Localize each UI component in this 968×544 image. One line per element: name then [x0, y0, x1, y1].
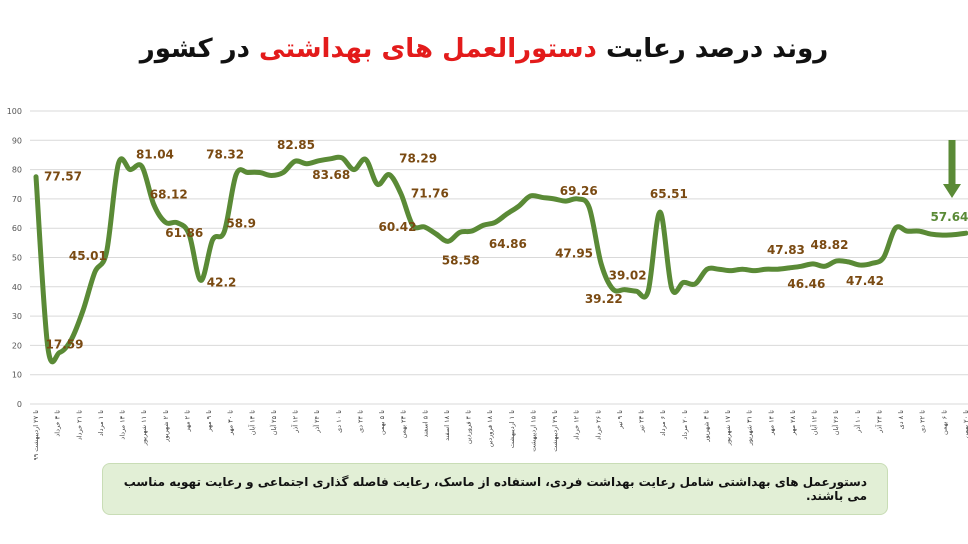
x-tick-label: تا ۹ مهر: [205, 410, 213, 433]
data-label: 17.59: [46, 337, 84, 351]
y-tick-label: 10: [12, 371, 22, 380]
x-tick-label: تا ۱۸ اسفند: [443, 410, 451, 441]
x-tick-label: تا ۲۱ خرداد: [75, 410, 83, 440]
x-tick-label: تا ۳ خرداد: [54, 410, 62, 437]
data-label: 46.46: [787, 277, 825, 291]
data-labels: 77.57 17.59 45.01 81.04 68.12 61.86 42.2 58.9 78…: [44, 138, 968, 351]
x-tick-label: تا ۲۴ آذر: [874, 410, 883, 434]
data-label: 77.57: [44, 170, 82, 184]
line-chart: 0 10 20 30 40 50 60 70 80 90 100 تا ۲۷ اردیبهشت ۱۳…: [7, 107, 968, 460]
data-label: 71.76: [411, 187, 449, 201]
x-tick-label: تا ۹ تیر: [616, 410, 624, 430]
data-label: 68.12: [150, 187, 188, 201]
x-tick-label: تا ۲۸ مهر: [789, 410, 797, 436]
data-label: 58.9: [226, 216, 256, 230]
x-tick-label: تا ۱۲ آبان: [810, 410, 819, 435]
y-tick-label: 90: [12, 136, 22, 145]
x-tick-label: تا ۳ شهریور: [702, 410, 710, 443]
x-tick-label: تا ۱۳ مرداد: [119, 410, 127, 440]
x-tick-label: تا ۲۰ مرداد: [681, 410, 689, 440]
x-tick-label: تا ۲۳ تیر: [638, 410, 646, 433]
x-tick-label: تا ۱۳ آبان: [247, 410, 256, 435]
x-tick-label: تا ۱۰ دی: [335, 410, 343, 433]
x-tick-label: تا ۱ اردیبهشت: [508, 410, 516, 448]
data-label: 42.2: [207, 275, 237, 289]
data-label: 65.51: [650, 187, 688, 201]
x-tick-label: تا ۱۸ فروردین: [486, 410, 494, 448]
x-tick-label: تا ۱۰ آذر: [853, 410, 862, 434]
series-line: [33, 154, 968, 365]
data-label: 69.26: [560, 184, 598, 198]
x-tick-label: تا ۱۴ مهر: [767, 410, 775, 436]
data-label: 47.95: [555, 247, 593, 261]
x-tick-label: تا ۲۵ آبان: [269, 410, 278, 435]
note-text: دستورعمل های بهداشتی شامل رعایت بهداشت ف…: [123, 475, 867, 503]
data-label: 47.42: [846, 274, 884, 288]
arrow-head: [943, 184, 961, 198]
data-label: 61.86: [165, 226, 203, 240]
chart-title: روند درصد رعایت دستورالعمل های بهداشتی د…: [0, 34, 968, 64]
x-tick-label: تا ۲ شهریور: [162, 410, 170, 443]
data-label: 78.29: [399, 152, 437, 166]
data-label: 82.85: [277, 138, 315, 152]
data-label: 81.04: [136, 148, 174, 162]
data-label: 60.42: [378, 220, 416, 234]
x-tick-label: تا ۲۰ بهمن: [962, 410, 968, 439]
title-highlight: دستورالعمل های بهداشتی: [259, 34, 597, 64]
data-label: 39.02: [609, 269, 647, 283]
data-label: 58.58: [442, 253, 480, 267]
data-label: 39.22: [585, 292, 623, 306]
data-label: 78.32: [206, 148, 244, 162]
y-tick-label: 0: [17, 400, 22, 409]
y-tick-label: 20: [12, 341, 22, 350]
x-tick-label: تا ۱۱ شهریور: [140, 410, 148, 446]
x-tick-label: تا ۶ مرداد: [659, 410, 667, 436]
x-tick-label: تا ۲۷ اردیبهشت ۱۳۹۹: [32, 410, 40, 460]
x-tick-label: تا ۲۶ خرداد: [594, 410, 602, 440]
y-tick-label: 100: [7, 107, 22, 116]
x-tick-label: تا ۳۰ مهر: [227, 410, 235, 436]
x-tick-label: تا ۴ فروردین: [465, 410, 473, 444]
x-tick-label: تا ۱۲ آذر: [291, 410, 300, 434]
note-box: دستورعمل های بهداشتی شامل رعایت بهداشت ف…: [102, 463, 888, 515]
x-tick-label: تا ۱۷ شهریور: [724, 410, 732, 446]
x-axis: تا ۲۷ اردیبهشت ۱۳۹۹ تا ۳ خرداد تا ۲۱ خرداد…: [32, 410, 968, 460]
x-tick-label: تا ۲۶ آبان: [831, 410, 840, 435]
y-axis: 0 10 20 30 40 50 60 70 80 90 100: [7, 107, 22, 409]
arrow-shaft: [948, 140, 956, 186]
x-tick-label: تا ۱ مرداد: [97, 410, 105, 436]
y-tick-label: 40: [12, 283, 22, 292]
data-label: 48.82: [811, 238, 849, 252]
x-tick-label: تا ۳۱ شهریور: [746, 410, 754, 446]
data-label: 64.86: [489, 237, 527, 251]
x-tick-label: تا ۲۴ دی: [356, 410, 364, 433]
x-tick-label: تا ۲ مهر: [183, 410, 191, 433]
x-tick-label: تا ۵ اسفند: [421, 410, 429, 438]
data-label: 47.83: [767, 243, 805, 257]
y-tick-label: 80: [12, 166, 22, 175]
x-tick-label: تا ۲۹ اردیبهشت: [551, 410, 559, 452]
y-tick-label: 60: [12, 224, 22, 233]
title-part1: روند درصد رعایت: [596, 34, 829, 64]
down-arrow-icon: [943, 140, 961, 198]
title-part2: در کشور: [139, 34, 260, 64]
x-tick-label: تا ۲۳ بهمن: [400, 410, 408, 439]
y-tick-label: 30: [12, 312, 22, 321]
data-label: 57.64: [930, 210, 968, 224]
data-label: 45.01: [69, 249, 107, 263]
data-label: 83.68: [312, 168, 350, 182]
x-tick-label: تا ۶ بهمن: [940, 410, 948, 435]
x-tick-label: تا ۱۵ اردیبهشت: [529, 410, 537, 452]
y-tick-label: 50: [12, 254, 22, 263]
x-tick-label: تا ۱۲ خرداد: [573, 410, 581, 440]
x-tick-label: تا ۸ دی: [897, 410, 905, 430]
y-tick-label: 70: [12, 195, 22, 204]
x-tick-label: تا ۲۲ دی: [919, 410, 927, 433]
x-tick-label: تا ۲۴ آذر: [312, 410, 321, 434]
x-tick-label: تا ۵ بهمن: [378, 410, 386, 435]
